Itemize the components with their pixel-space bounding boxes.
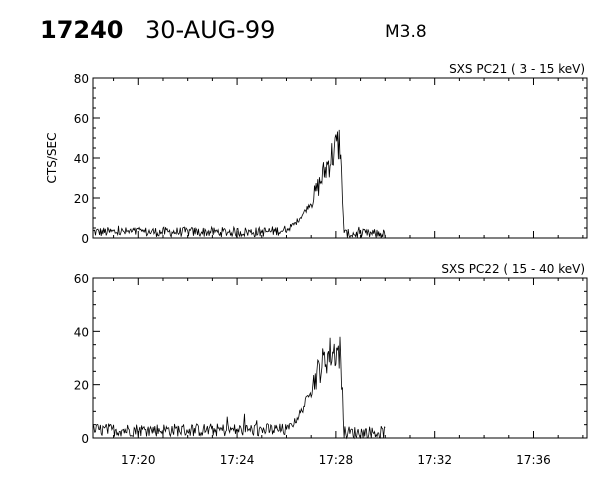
event-date: 30-AUG-99 (145, 16, 276, 44)
y-tick-label-1: 60 (74, 112, 89, 126)
y-tick-label-1: 80 (74, 72, 89, 86)
y-tick-label-2: 60 (74, 272, 89, 286)
light-curve-1 (92, 129, 386, 239)
x-tick-label: 17:36 (516, 453, 551, 467)
x-tick-label: 17:28 (319, 453, 354, 467)
event-id: 17240 (40, 16, 124, 44)
x-tick-label: 17:32 (417, 453, 452, 467)
y-tick-label-2: 40 (74, 325, 89, 339)
plot-frame-2 (92, 277, 588, 439)
x-tick-label: 17:20 (121, 453, 156, 467)
light-curve-2 (92, 336, 386, 440)
y-tick-label-2: 20 (74, 379, 89, 393)
panel-title-2: SXS PC22 ( 15 - 40 keV) (441, 262, 585, 276)
y-tick-label-1: 20 (74, 192, 89, 206)
y-tick-label-2: 0 (81, 432, 89, 446)
y-tick-label-1: 0 (81, 232, 89, 246)
y-tick-label-1: 40 (74, 152, 89, 166)
y-axis-label: CTS/SEC (45, 133, 59, 184)
panel-title-1: SXS PC21 ( 3 - 15 keV) (449, 62, 585, 76)
flare-class: M3.8 (385, 22, 427, 42)
x-tick-label: 17:24 (220, 453, 255, 467)
